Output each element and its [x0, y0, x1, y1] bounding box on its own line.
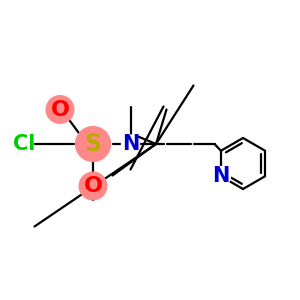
Text: N: N [122, 134, 139, 154]
Circle shape [211, 167, 230, 186]
Text: N: N [212, 166, 230, 186]
Circle shape [76, 127, 110, 161]
Text: Cl: Cl [13, 134, 35, 154]
Text: O: O [83, 176, 103, 196]
Text: S: S [84, 132, 102, 156]
Circle shape [46, 96, 74, 123]
Circle shape [122, 135, 140, 153]
Circle shape [79, 172, 107, 200]
Text: O: O [50, 100, 70, 119]
